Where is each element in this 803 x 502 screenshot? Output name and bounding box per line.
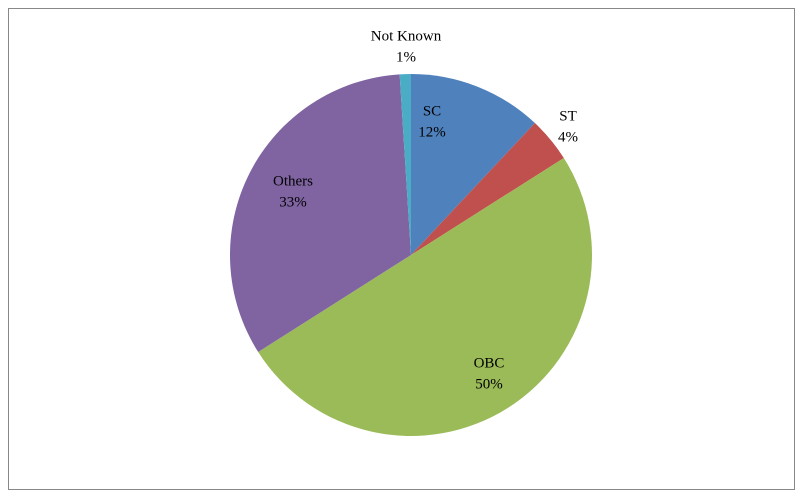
slice-value-label: 12% [418,124,446,140]
slice-label: SC [423,103,441,119]
slice-label: Not Known [371,28,442,44]
pie-slice [411,123,564,256]
slice-label: Others [273,173,313,189]
slice-value-label: 33% [279,194,307,210]
slice-label: ST [559,108,577,124]
slice-label: OBC [474,355,505,371]
pie-slice [411,74,535,255]
pie-slice [258,158,592,436]
slice-value-label: 4% [558,129,578,145]
pie-slice [399,74,411,255]
pie-slice [229,74,411,352]
slice-value-label: 50% [475,376,503,392]
slice-value-label: 1% [396,49,416,65]
